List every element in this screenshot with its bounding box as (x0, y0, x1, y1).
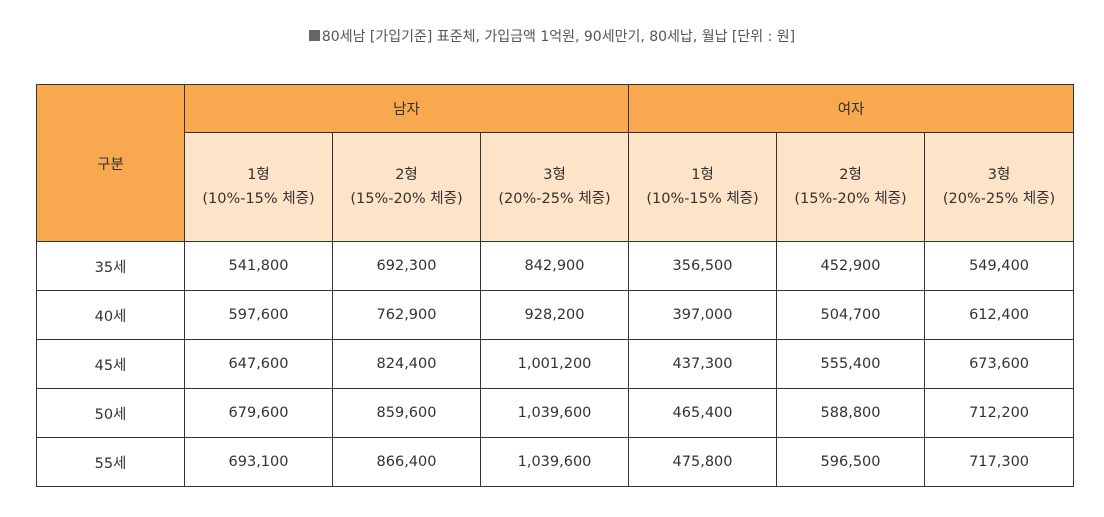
value-cell: 1,039,600 (479, 388, 630, 438)
age-cell: 50세 (36, 388, 185, 438)
table-row: 55세 693,100 866,400 1,039,600 475,800 59… (36, 437, 1075, 487)
value-cell: 928,200 (479, 290, 630, 340)
header-row-types: 1형 (10%-15% 체증) 2형 (15%-20% 체증) 3형 (20%-25%… (37, 132, 1075, 242)
type-range: (10%-15% 체증) (202, 191, 315, 207)
table-caption: 80세남 [가입기준] 표준체, 가입금액 1억원, 90세만기, 80세납, … (0, 26, 1104, 46)
type-label: 1형 (247, 167, 270, 183)
header-female-type1: 1형 (10%-15% 체증) (628, 132, 778, 242)
value-cell: 465,400 (628, 388, 778, 438)
value-cell: 549,400 (924, 241, 1075, 291)
type-label: 2형 (839, 167, 862, 183)
value-cell: 475,800 (628, 437, 778, 487)
age-cell: 35세 (36, 241, 185, 291)
type-label: 1형 (691, 167, 714, 183)
age-cell: 55세 (36, 437, 185, 487)
value-cell: 555,400 (776, 339, 926, 389)
header-male-type3: 3형 (20%-25% 체증) (479, 132, 630, 242)
value-cell: 588,800 (776, 388, 926, 438)
square-bullet-icon (308, 30, 320, 41)
header-male-type2: 2형 (15%-20% 체증) (332, 132, 481, 242)
header-male: 남자 (183, 84, 630, 133)
value-cell: 541,800 (184, 241, 333, 291)
value-cell: 842,900 (479, 241, 630, 291)
value-cell: 712,200 (924, 388, 1075, 438)
value-cell: 452,900 (776, 241, 926, 291)
value-cell: 597,600 (184, 290, 333, 340)
header-row-groups: 구분 남자 여자 (36, 84, 1075, 242)
type-range: (20%-25% 체증) (498, 191, 611, 207)
table-row: 35세 541,800 692,300 842,900 356,500 452,… (36, 241, 1075, 291)
caption-text: 80세남 [가입기준] 표준체, 가입금액 1억원, 90세만기, 80세납, … (321, 29, 796, 45)
value-cell: 1,039,600 (479, 437, 630, 487)
value-cell: 504,700 (776, 290, 926, 340)
header-female: 여자 (628, 84, 1075, 133)
header-male-type1: 1형 (10%-15% 체증) (184, 132, 333, 242)
type-range: (20%-25% 체증) (942, 191, 1056, 207)
value-cell: 692,300 (332, 241, 481, 291)
value-cell: 1,001,200 (479, 339, 630, 389)
value-cell: 824,400 (332, 339, 481, 389)
age-cell: 45세 (36, 339, 185, 389)
value-cell: 596,500 (776, 437, 926, 487)
premium-table: 구분 남자 여자 1형 (10%-15% 체증) 2형 (15%-20% 체증) 3… (36, 84, 1075, 487)
value-cell: 866,400 (332, 437, 481, 487)
type-range: (15%-20% 체증) (794, 191, 907, 207)
value-cell: 717,300 (924, 437, 1075, 487)
table-row: 40세 597,600 762,900 928,200 397,000 504,… (36, 290, 1075, 340)
type-label: 3형 (987, 167, 1011, 183)
value-cell: 762,900 (332, 290, 481, 340)
value-cell: 859,600 (332, 388, 481, 438)
header-female-type3: 3형 (20%-25% 체증) (924, 132, 1075, 242)
header-female-type2: 2형 (15%-20% 체증) (776, 132, 926, 242)
value-cell: 679,600 (184, 388, 333, 438)
table-row: 50세 679,600 859,600 1,039,600 465,400 58… (36, 388, 1075, 438)
value-cell: 673,600 (924, 339, 1075, 389)
type-label: 2형 (395, 167, 418, 183)
value-cell: 647,600 (184, 339, 333, 389)
age-cell: 40세 (36, 290, 185, 340)
value-cell: 397,000 (628, 290, 778, 340)
type-range: (15%-20% 체증) (350, 191, 463, 207)
value-cell: 356,500 (628, 241, 778, 291)
type-range: (10%-15% 체증) (646, 191, 759, 207)
type-label: 3형 (543, 167, 566, 183)
value-cell: 612,400 (924, 290, 1075, 340)
value-cell: 693,100 (184, 437, 333, 487)
table-row: 45세 647,600 824,400 1,001,200 437,300 55… (36, 339, 1075, 389)
value-cell: 437,300 (628, 339, 778, 389)
header-category: 구분 (36, 84, 185, 242)
